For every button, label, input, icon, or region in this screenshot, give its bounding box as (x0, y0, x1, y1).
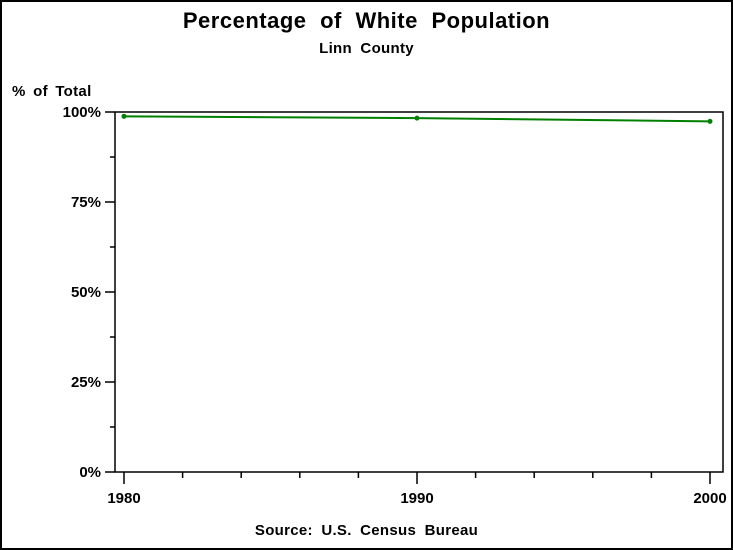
data-point-marker (414, 115, 420, 121)
x-tick-label: 1980 (107, 490, 140, 507)
x-tick-label: 1990 (400, 490, 433, 507)
x-tick-label: 2000 (693, 490, 726, 507)
chart-subtitle: Linn County (319, 40, 414, 57)
data-point-marker (121, 113, 127, 119)
source-note: Source: U.S. Census Bureau (254, 522, 479, 539)
y-tick-label: 75% (71, 194, 101, 211)
chart-title: Percentage of White Population (182, 8, 551, 33)
data-point-marker (707, 118, 713, 124)
plot-frame (114, 111, 724, 473)
y-tick-label: 100% (63, 104, 101, 121)
y-tick-label: 25% (71, 374, 101, 391)
y-axis-title: % of Total (12, 83, 92, 100)
y-tick-label: 0% (79, 464, 101, 481)
y-tick-label: 50% (71, 284, 101, 301)
